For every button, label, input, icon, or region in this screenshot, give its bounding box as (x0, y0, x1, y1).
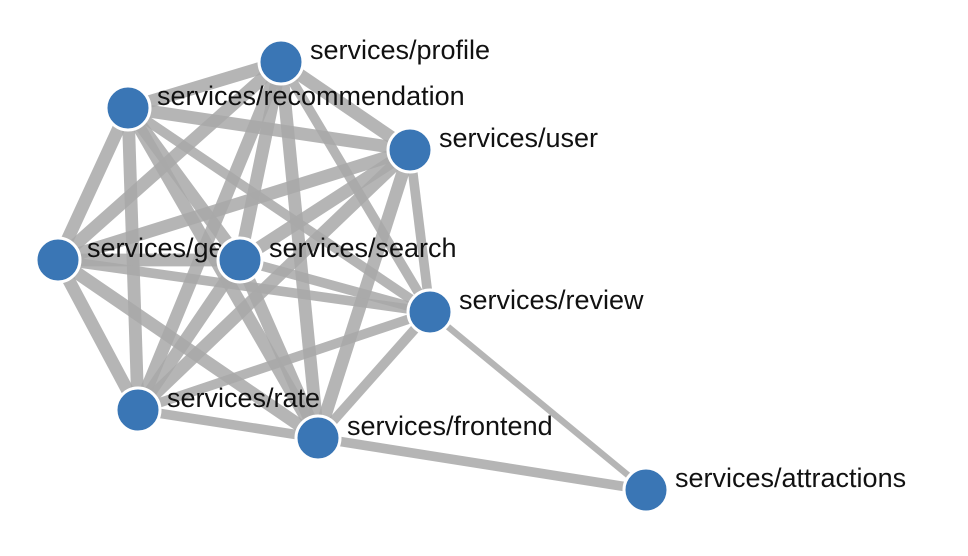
edge-geo-rate (52, 256, 144, 414)
node-circle-profile[interactable] (257, 38, 305, 86)
edge-rate-frontend (137, 405, 319, 443)
node-circle-recommendation[interactable] (104, 84, 152, 132)
node-circle-attractions[interactable] (622, 466, 670, 514)
edge-profile-rate (132, 59, 287, 413)
node-profile[interactable]: services/profile (257, 35, 490, 86)
node-circle-frontend[interactable] (294, 414, 342, 462)
node-label-user: services/user (439, 123, 598, 153)
node-circle-rate[interactable] (114, 386, 162, 434)
node-review[interactable]: services/review (406, 285, 644, 336)
edge-recommendation-geo (52, 105, 134, 263)
node-geo[interactable]: services/geo (34, 233, 239, 284)
node-label-recommendation: services/recommendation (157, 81, 465, 111)
node-layer: services/profile services/recommendation s… (34, 35, 906, 514)
edge-geo-review (57, 255, 431, 317)
node-rate[interactable]: services/rate (114, 383, 320, 434)
node-attractions[interactable]: services/attractions (622, 463, 906, 514)
node-label-frontend: services/frontend (347, 411, 553, 441)
node-label-rate: services/rate (167, 383, 320, 413)
edge-review-attractions (427, 309, 649, 493)
edge-user-rate (133, 145, 415, 415)
edge-user-geo (56, 143, 412, 267)
edge-recommendation-user (127, 101, 411, 157)
node-label-profile: services/profile (310, 35, 490, 65)
edge-recommendation-review (125, 104, 433, 316)
node-circle-review[interactable] (406, 288, 454, 336)
node-label-attractions: services/attractions (675, 463, 906, 493)
node-circle-user[interactable] (386, 126, 434, 174)
node-recommendation[interactable]: services/recommendation (104, 81, 465, 132)
node-user[interactable]: services/user (386, 123, 598, 174)
edge-user-review (405, 149, 435, 313)
node-circle-search[interactable] (216, 236, 264, 284)
edge-frontend-attractions (317, 433, 647, 495)
node-label-review: services/review (459, 285, 644, 315)
edge-search-rate (132, 256, 246, 414)
edge-profile-recommendation (126, 55, 283, 115)
edge-search-review (238, 255, 432, 317)
edge-review-rate (136, 307, 432, 415)
node-circle-geo[interactable] (34, 236, 82, 284)
node-frontend[interactable]: services/frontend (294, 411, 553, 462)
edge-review-frontend (314, 308, 434, 442)
node-label-geo: services/geo (87, 233, 239, 263)
edge-geo-frontend (54, 254, 322, 444)
edge-profile-user (277, 56, 414, 156)
node-label-search: services/search (269, 233, 457, 263)
edge-search-frontend (234, 257, 324, 441)
node-search[interactable]: services/search (216, 233, 457, 284)
